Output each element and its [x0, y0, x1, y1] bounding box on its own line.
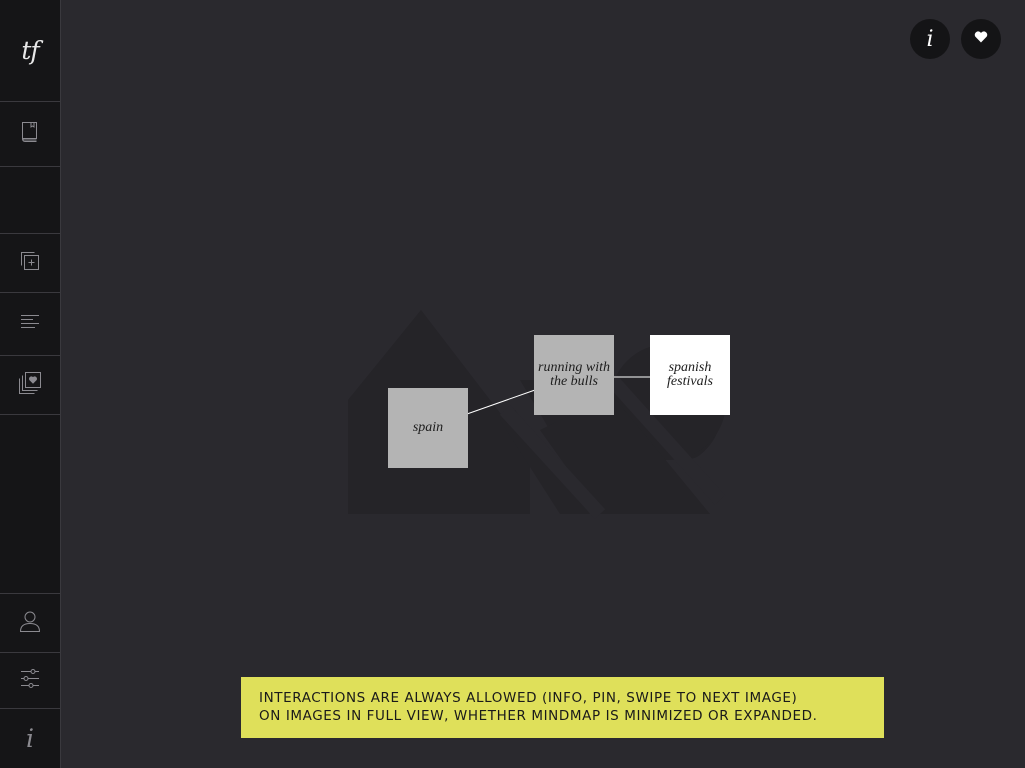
- divider: [0, 166, 60, 167]
- sidebar-item-info[interactable]: i: [0, 709, 60, 768]
- sliders-icon: [19, 667, 41, 694]
- connector-line: [466, 389, 536, 415]
- node-label: spain: [412, 420, 444, 435]
- sidebar-item-add[interactable]: [0, 234, 60, 292]
- mindmap-node-spanish-festivals[interactable]: spanish festivals: [650, 335, 730, 415]
- annotation-note: INTERACTIONS ARE ALWAYS ALLOWED (INFO, P…: [241, 677, 884, 738]
- sidebar-item-notes[interactable]: [0, 293, 60, 355]
- divider: [0, 414, 60, 415]
- divider: [0, 233, 60, 234]
- favorite-button[interactable]: [961, 19, 1001, 59]
- info-icon: i: [926, 26, 934, 52]
- divider: [0, 101, 60, 102]
- sidebar: tf: [0, 0, 61, 768]
- note-line-2: ON IMAGES IN FULL VIEW, WHETHER MINDMAP …: [259, 708, 818, 724]
- info-button[interactable]: i: [910, 19, 950, 59]
- logo-text: tf: [21, 36, 39, 65]
- sidebar-item-profile[interactable]: [0, 594, 60, 652]
- divider: [0, 593, 60, 594]
- sidebar-item-settings[interactable]: [0, 653, 60, 708]
- sidebar-item-library[interactable]: [0, 102, 60, 166]
- node-label: spanish festivals: [667, 360, 713, 389]
- divider: [0, 292, 60, 293]
- divider: [0, 652, 60, 653]
- sidebar-item-pinned[interactable]: [0, 356, 60, 414]
- note-line-1: INTERACTIONS ARE ALWAYS ALLOWED (INFO, P…: [259, 690, 798, 706]
- book-icon: [19, 120, 41, 149]
- info-icon: i: [26, 724, 34, 753]
- mindmap-node-running-with-the-bulls[interactable]: running with the bulls: [534, 335, 614, 415]
- divider: [0, 708, 60, 709]
- logo[interactable]: tf: [0, 0, 60, 101]
- pinned-stack-icon: [17, 370, 43, 401]
- add-copy-icon: [18, 249, 42, 278]
- text-lines-icon: [19, 312, 41, 337]
- profile-icon: [18, 609, 42, 638]
- mindmap-node-spain[interactable]: spain: [388, 388, 468, 468]
- heart-icon: [974, 30, 988, 48]
- node-label: running with the bulls: [538, 360, 610, 389]
- divider: [0, 355, 60, 356]
